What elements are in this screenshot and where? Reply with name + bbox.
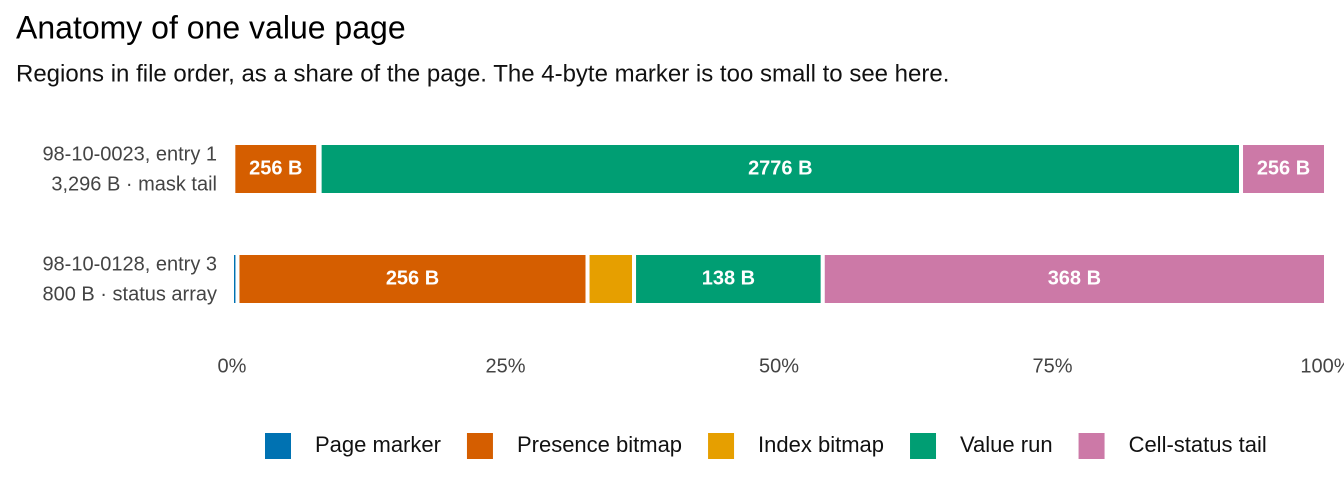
x-tick-label: 0% [218, 355, 247, 377]
legend-label: Page marker [315, 432, 441, 457]
chart-title: Anatomy of one value page [16, 9, 406, 45]
legend-label: Index bitmap [758, 432, 884, 457]
legend-label: Presence bitmap [517, 432, 682, 457]
value-label: 368 B [1048, 267, 1101, 289]
category-label: 98-10-0128, entry 3 [42, 253, 217, 275]
legend-swatch [910, 433, 937, 459]
x-tick-label: 75% [1032, 355, 1072, 377]
value-label: 138 B [702, 267, 755, 289]
category-note: 3,296 B · mask tail [51, 173, 217, 195]
value-label: 256 B [249, 157, 302, 179]
x-tick-label: 25% [485, 355, 525, 377]
bar-segment [632, 251, 825, 307]
legend-swatch [708, 433, 735, 459]
bar-segment [585, 251, 637, 307]
x-tick-label: 50% [759, 355, 799, 377]
value-label: 2776 B [748, 157, 813, 179]
chart-subtitle: Regions in file order, as a share of the… [16, 60, 949, 87]
legend-label: Value run [960, 432, 1053, 457]
bar-segment [820, 251, 1328, 307]
legend-swatch [466, 433, 493, 459]
x-tick-label: 100% [1300, 355, 1344, 377]
legend-swatch [265, 433, 291, 459]
category-note: 800 B · status array [42, 283, 217, 305]
category-label: 98-10-0023, entry 1 [42, 143, 217, 165]
legend-label: Cell-status tail [1129, 432, 1267, 457]
value-label: 256 B [386, 267, 439, 289]
bar-segment [1239, 141, 1329, 197]
value-label: 256 B [1257, 157, 1310, 179]
legend-swatch [1078, 433, 1105, 459]
